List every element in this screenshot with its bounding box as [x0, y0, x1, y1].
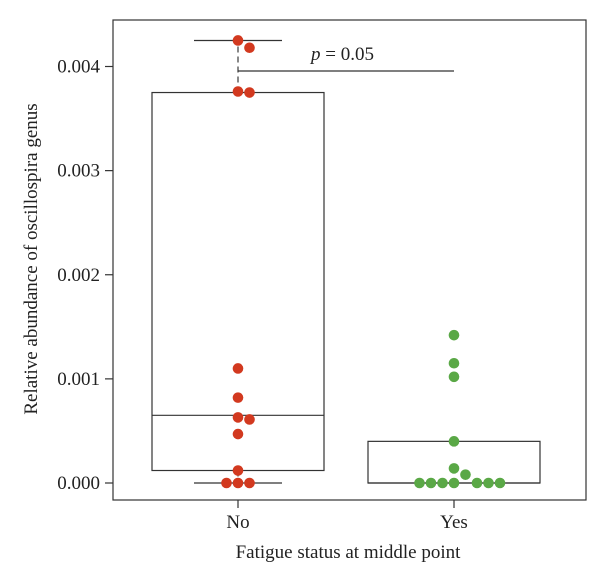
data-point-yes: [460, 469, 471, 480]
x-tick-label: Yes: [440, 512, 468, 533]
data-point-no: [232, 363, 244, 374]
p-value-label: p = 0.05: [309, 44, 374, 65]
box-iqr: [367, 440, 541, 484]
data-point-yes: [471, 477, 483, 489]
data-point-no: [244, 477, 255, 489]
data-point-yes: [437, 477, 448, 489]
p-symbol: p: [309, 44, 321, 65]
data-point-no: [244, 42, 255, 54]
data-point-yes: [448, 436, 460, 447]
data-point-yes: [494, 477, 506, 489]
data-point-no: [232, 465, 244, 476]
y-tick-label: 0.004: [57, 57, 100, 78]
data-point-no: [232, 428, 244, 440]
data-point-no: [232, 477, 244, 489]
data-point-yes: [448, 329, 460, 341]
data-point-no: [244, 87, 255, 98]
y-tick-label: 0.001: [57, 369, 100, 390]
p-value-text: = 0.05: [321, 44, 374, 65]
points-layer: [221, 35, 506, 489]
data-point-yes: [448, 357, 460, 369]
box-yes: [367, 440, 541, 484]
data-point-yes: [448, 463, 460, 474]
data-point-no: [232, 412, 244, 423]
data-point-yes: [414, 477, 425, 489]
data-point-no: [232, 392, 244, 403]
y-axis-label: Relative abundance of oscillospira genus: [21, 103, 42, 414]
y-tick-label: 0.000: [57, 473, 100, 494]
data-point-yes: [448, 477, 460, 489]
data-point-no: [244, 414, 255, 425]
data-point-yes: [483, 477, 494, 489]
data-point-no: [232, 35, 244, 46]
data-point-no: [232, 86, 244, 97]
plot-frame: [112, 19, 587, 501]
y-tick-label: 0.003: [57, 161, 100, 182]
significance-annotation: p = 0.05: [238, 44, 454, 72]
y-tick-label: 0.002: [57, 265, 100, 286]
boxes-layer: [151, 39, 541, 484]
x-axis: No Yes: [226, 500, 468, 533]
y-axis: 0.000 0.001 0.002 0.003 0.004: [57, 57, 113, 494]
data-point-yes: [425, 477, 437, 489]
x-tick-label: No: [226, 512, 249, 533]
x-axis-label: Fatigue status at middle point: [236, 542, 462, 563]
data-point-yes: [448, 371, 460, 383]
data-point-no: [221, 477, 232, 489]
